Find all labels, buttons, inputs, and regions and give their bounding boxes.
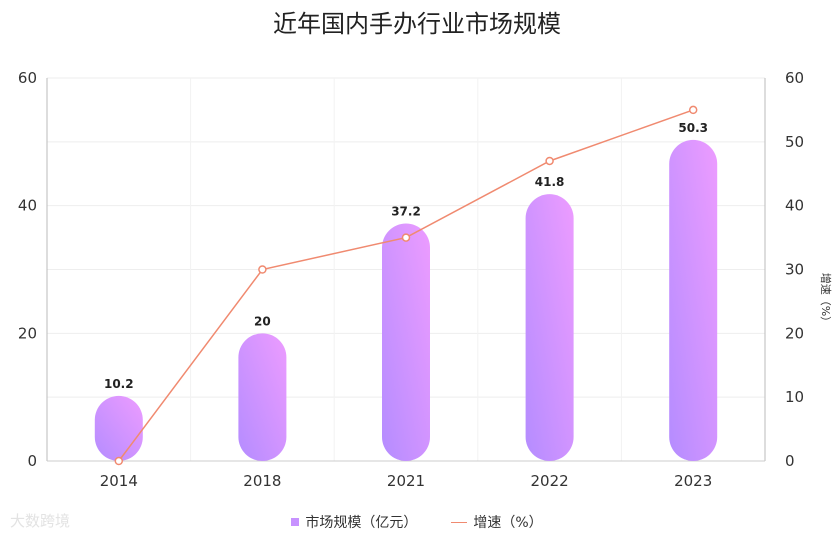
growth-point-2021[interactable] xyxy=(401,233,411,242)
bar-2022[interactable] xyxy=(525,194,574,461)
right-tick-label: 50 xyxy=(785,133,804,151)
legend-line-swatch xyxy=(451,521,468,523)
legend-bar-label: 市场规模（亿元） xyxy=(305,515,418,531)
right-tick-label: 20 xyxy=(785,324,804,342)
legend-line-label: 增速（%） xyxy=(473,515,543,531)
bar-2021[interactable] xyxy=(382,223,430,461)
left-tick-label: 60 xyxy=(18,69,37,87)
chart-title: 近年国内手办行业市场规模 xyxy=(273,10,561,38)
legend-bar-swatch xyxy=(291,518,300,526)
left-tick-label: 40 xyxy=(18,197,37,215)
x-tick-label: 2014 xyxy=(100,472,138,490)
growth-point-2023[interactable] xyxy=(688,105,698,115)
bar-data-label: 41.8 xyxy=(535,175,565,189)
bar-data-label: 50.3 xyxy=(678,121,708,135)
bar-data-label: 20 xyxy=(254,314,271,328)
growth-point-2022[interactable] xyxy=(545,156,554,166)
legend-item-bar[interactable]: 市场规模（亿元） xyxy=(291,512,417,532)
right-tick-label: 30 xyxy=(785,261,804,279)
legend-item-line[interactable]: 增速（%） xyxy=(451,512,543,532)
growth-point-2014[interactable] xyxy=(114,456,124,466)
watermark: 大数跨境 xyxy=(10,512,71,530)
x-tick-label: 2022 xyxy=(531,472,569,490)
left-tick-label: 0 xyxy=(27,452,37,470)
right-tick-label: 0 xyxy=(785,452,795,470)
bar-2014[interactable] xyxy=(94,395,143,461)
growth-point-2018[interactable] xyxy=(258,265,267,274)
right-tick-label: 10 xyxy=(785,388,804,406)
x-tick-label: 2018 xyxy=(243,472,281,490)
right-tick-label: 60 xyxy=(785,69,804,87)
x-tick-label: 2023 xyxy=(674,472,712,490)
legend: 市场规模（亿元） 增速（%） xyxy=(0,512,834,532)
bar-2018[interactable] xyxy=(238,333,287,461)
right-axis-label: 增速（%） xyxy=(819,273,833,327)
bar-data-label: 10.2 xyxy=(104,377,134,391)
x-tick-label: 2021 xyxy=(387,472,425,490)
bar-2023[interactable] xyxy=(669,139,718,461)
left-tick-label: 20 xyxy=(18,324,37,342)
bar-data-label: 37.2 xyxy=(391,205,421,219)
right-tick-label: 40 xyxy=(785,197,804,215)
